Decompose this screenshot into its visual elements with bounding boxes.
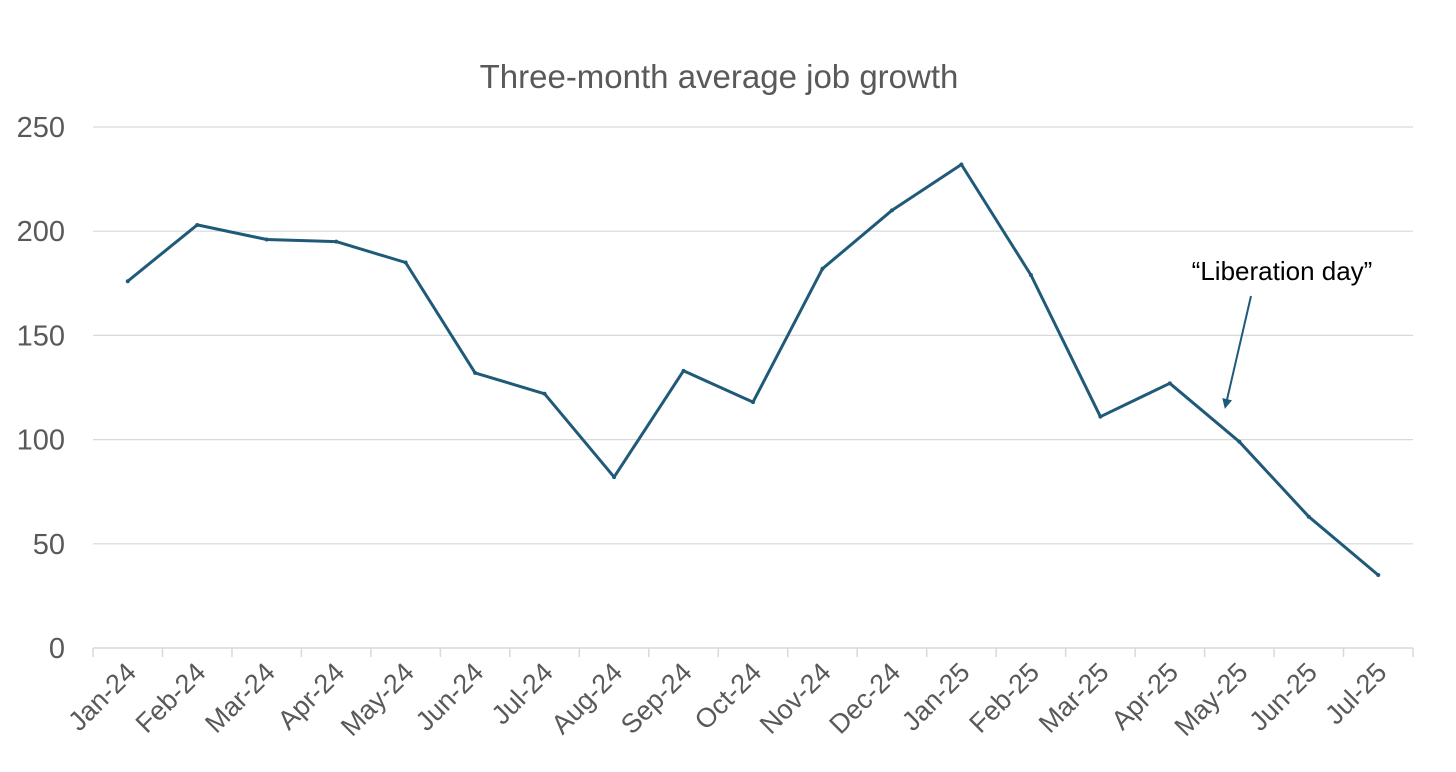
data-point <box>1306 514 1311 519</box>
data-point <box>334 239 339 244</box>
x-tick-label: Aug-24 <box>546 657 629 740</box>
data-point <box>125 279 130 284</box>
x-axis: Jan-24Feb-24Mar-24Apr-24May-24Jun-24Jul-… <box>62 647 1414 742</box>
series-line <box>126 163 1380 577</box>
x-tick-label: Jun-25 <box>1243 657 1323 737</box>
y-tick-label: 150 <box>17 320 65 352</box>
x-tick-label: Oct-24 <box>689 657 768 736</box>
data-point <box>681 368 686 373</box>
data-point <box>195 222 200 227</box>
x-tick-label: Jul-25 <box>1319 657 1392 730</box>
data-point <box>959 162 964 167</box>
data-point <box>1167 381 1172 386</box>
y-tick-label: 100 <box>17 425 65 457</box>
x-tick-label: May-24 <box>335 657 420 742</box>
data-point <box>751 400 755 405</box>
x-tick-label: Dec-24 <box>823 657 906 740</box>
y-axis-tick-labels: 0 50 100 150 200 250 <box>17 112 65 665</box>
x-tick-label: Mar-25 <box>1033 657 1115 739</box>
x-tick-label: Jan-25 <box>896 657 976 737</box>
data-point <box>1376 573 1381 578</box>
annotation-arrow <box>1222 295 1252 409</box>
data-point <box>820 266 825 271</box>
data-point <box>542 391 547 396</box>
data-point <box>1237 439 1242 444</box>
y-tick-label: 0 <box>49 633 65 665</box>
data-point <box>264 237 269 242</box>
annotation: “Liberation day” <box>1192 256 1373 409</box>
gridlines <box>93 126 1413 545</box>
data-point <box>1028 272 1033 277</box>
x-tick-label: Feb-24 <box>130 657 212 739</box>
series-layer <box>125 162 1381 578</box>
x-tick-label: Sep-24 <box>615 657 698 740</box>
data-point <box>612 475 617 480</box>
data-point <box>1098 414 1103 419</box>
x-tick-label: Mar-24 <box>199 657 281 739</box>
y-tick-label: 250 <box>17 112 65 144</box>
x-tick-label: Jun-24 <box>410 657 490 737</box>
data-point <box>889 208 894 213</box>
chart-title: Three-month average job growth <box>480 58 959 95</box>
x-tick-label: Feb-25 <box>963 657 1045 739</box>
x-tick-label: Jan-24 <box>62 657 142 737</box>
data-point <box>473 370 478 375</box>
data-point <box>403 260 408 265</box>
x-tick-label: May-25 <box>1169 657 1254 742</box>
y-tick-label: 200 <box>17 216 65 248</box>
x-tick-label: Nov-24 <box>754 657 837 740</box>
annotation-label: “Liberation day” <box>1192 256 1373 286</box>
y-tick-label: 50 <box>33 529 65 561</box>
